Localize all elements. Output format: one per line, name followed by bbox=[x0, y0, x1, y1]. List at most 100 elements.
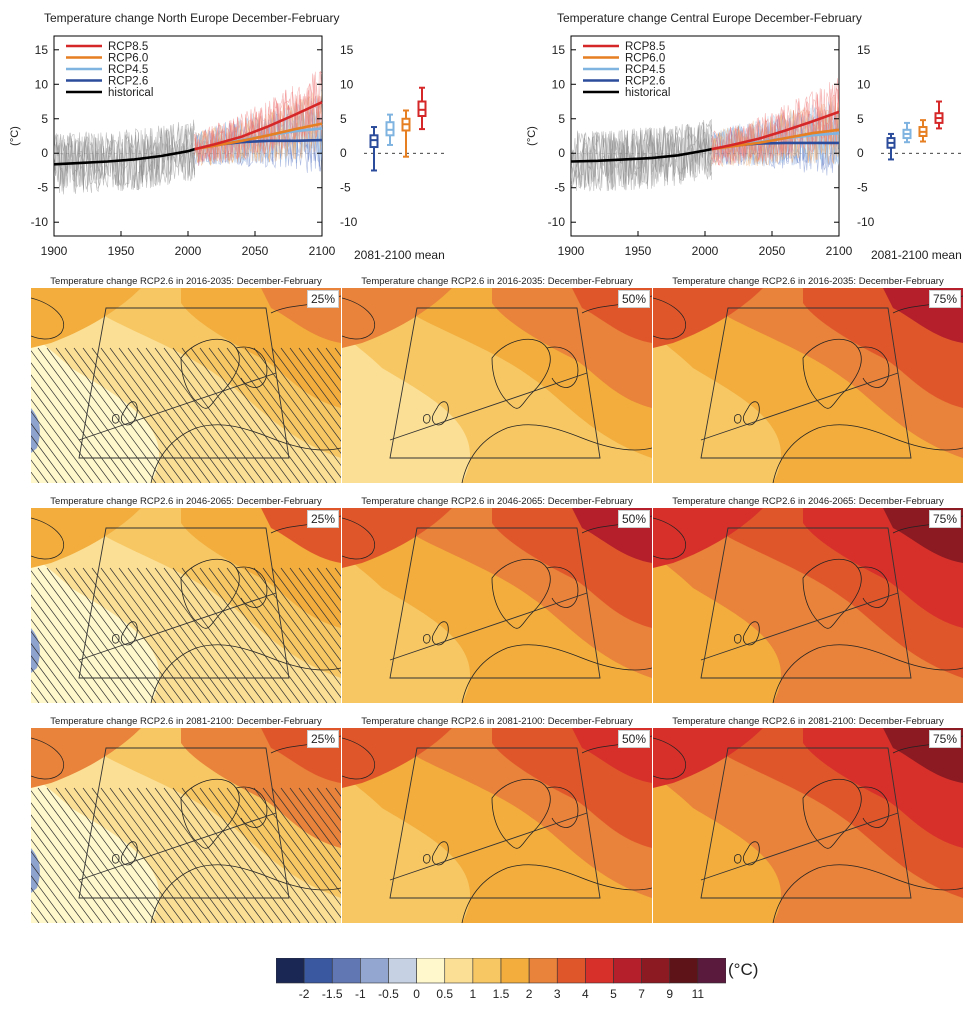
x-tick-label: 1900 bbox=[41, 244, 68, 258]
hatch-line bbox=[163, 567, 265, 703]
hatch-line bbox=[31, 679, 49, 703]
hatch-line bbox=[31, 350, 130, 483]
map-panel: 25% bbox=[31, 508, 341, 703]
colorbar-swatch bbox=[331, 958, 361, 984]
map-title: Temperature change RCP2.6 in 2046-2065: … bbox=[672, 496, 944, 507]
box bbox=[417, 100, 427, 118]
region-box bbox=[78, 307, 290, 459]
hatch-line bbox=[262, 787, 341, 894]
hatch-line bbox=[118, 787, 220, 923]
y-tick-label-left: 15 bbox=[552, 43, 566, 57]
map-title: Temperature change RCP2.6 in 2046-2065: … bbox=[361, 496, 633, 507]
hatch-line bbox=[298, 787, 341, 846]
colorbar-swatch bbox=[303, 958, 333, 984]
map-coastlines bbox=[653, 735, 963, 923]
coastline-finland bbox=[235, 346, 268, 388]
coastline-ireland bbox=[734, 854, 742, 864]
hatch-line bbox=[190, 347, 292, 483]
box-label: 2081-2100 mean bbox=[871, 248, 962, 262]
hatch-line bbox=[136, 787, 238, 923]
colorbar-swatch bbox=[528, 958, 558, 984]
hatch-line bbox=[31, 435, 67, 483]
percentile-badge: 25% bbox=[306, 510, 339, 528]
map-field bbox=[342, 508, 652, 703]
map-panel: 25% bbox=[31, 288, 341, 483]
hatch-line bbox=[31, 362, 121, 483]
map-band bbox=[653, 288, 763, 348]
coastline-finland bbox=[546, 566, 579, 608]
map-field bbox=[31, 728, 341, 923]
coastline-finland bbox=[235, 566, 268, 608]
boxplot-rcp6.0 bbox=[918, 119, 928, 143]
map-coastlines bbox=[653, 295, 963, 483]
hatch-line bbox=[154, 347, 256, 483]
map-panel: 75% bbox=[653, 288, 963, 483]
region-outline bbox=[78, 307, 290, 459]
map-hatching bbox=[31, 787, 341, 923]
hatch-line bbox=[46, 347, 148, 483]
coastline-continent bbox=[461, 424, 652, 483]
hatch-line bbox=[172, 567, 274, 703]
coastline-britain bbox=[742, 841, 760, 866]
hatch-line bbox=[199, 787, 301, 923]
boxplot-rcp4.5 bbox=[902, 121, 912, 144]
hatch-line bbox=[271, 567, 341, 662]
hatch-line bbox=[217, 347, 319, 483]
hatch-line bbox=[145, 347, 247, 483]
coastline-greenland bbox=[653, 517, 686, 560]
x-tick-label: 1950 bbox=[108, 244, 135, 258]
historical-ensemble-line bbox=[54, 123, 195, 192]
region-box bbox=[389, 747, 601, 899]
hatch-line bbox=[31, 386, 103, 483]
colorbar-swatch bbox=[276, 958, 305, 984]
percentile-badge: 75% bbox=[928, 290, 961, 308]
map-field bbox=[31, 508, 341, 703]
map-band bbox=[342, 728, 452, 788]
hatch-line bbox=[31, 887, 58, 923]
hatch-line bbox=[262, 347, 341, 454]
hatch-line bbox=[307, 347, 341, 394]
map-field bbox=[31, 288, 341, 483]
hatch-line bbox=[46, 787, 148, 923]
hatch-line bbox=[31, 899, 49, 923]
coastline-continent bbox=[150, 644, 341, 703]
region-outline bbox=[78, 527, 290, 679]
y-tick-label-left: 0 bbox=[558, 146, 565, 160]
hatch-line bbox=[31, 863, 76, 923]
y-tick-label-right: 0 bbox=[340, 146, 347, 160]
coastline-britain bbox=[431, 401, 449, 426]
coastline-continent bbox=[772, 424, 963, 483]
region-divider bbox=[78, 592, 277, 661]
y-tick-label-left: -10 bbox=[548, 215, 566, 229]
map-title: Temperature change RCP2.6 in 2081-2100: … bbox=[50, 716, 322, 727]
hatch-line bbox=[31, 447, 58, 483]
coastline-scandinavia bbox=[491, 339, 551, 409]
y-tick-label-left: 10 bbox=[35, 77, 49, 91]
colorbar-unit: (°C) bbox=[728, 960, 759, 979]
colorbar-tick-label: 9 bbox=[666, 987, 674, 1001]
hatch-line bbox=[118, 567, 220, 703]
region-divider bbox=[389, 812, 588, 881]
hatch-line bbox=[298, 347, 341, 406]
colorbar-tick-label: 7 bbox=[638, 987, 645, 1001]
coastline-scandinavia bbox=[491, 559, 551, 629]
coastline-continent bbox=[150, 424, 341, 483]
hatch-line bbox=[271, 347, 341, 442]
legend-label: historical bbox=[108, 87, 153, 99]
map-title: Temperature change RCP2.6 in 2016-2035: … bbox=[361, 276, 633, 287]
scenario-ensemble-line bbox=[711, 82, 839, 164]
hatch-line bbox=[208, 787, 310, 923]
y-tick-label-right: -5 bbox=[340, 181, 351, 195]
legend-label: RCP8.5 bbox=[108, 41, 148, 53]
hatch-line bbox=[37, 347, 139, 483]
region-outline bbox=[389, 747, 601, 899]
map-field bbox=[342, 288, 652, 483]
map-coastlines bbox=[342, 295, 652, 483]
map-panel: 75% bbox=[653, 508, 963, 703]
hatch-line bbox=[31, 374, 112, 483]
series-line-rcp8.5 bbox=[711, 110, 840, 151]
map-band bbox=[342, 508, 452, 568]
coastline-scandinavia bbox=[802, 559, 862, 629]
hatch-line bbox=[316, 347, 341, 381]
y-tick-label-left: -5 bbox=[554, 181, 565, 195]
